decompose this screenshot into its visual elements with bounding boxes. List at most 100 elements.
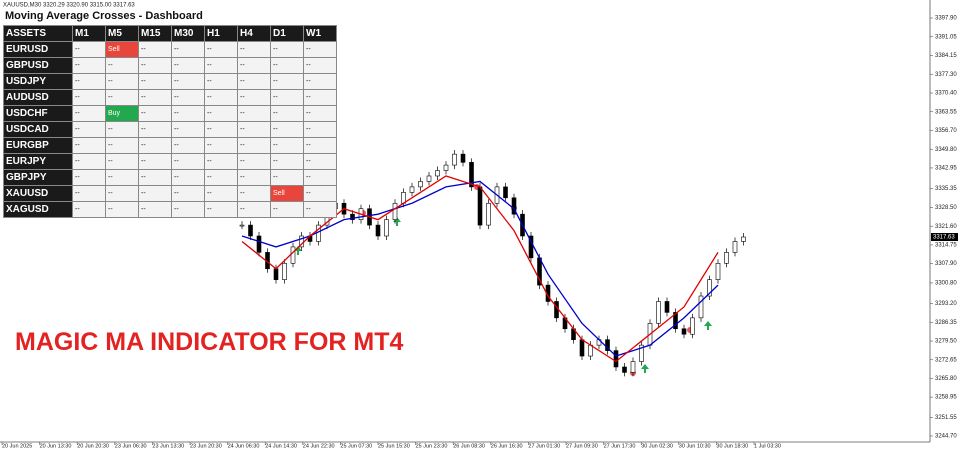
signal-cell: -- bbox=[105, 185, 139, 202]
signal-cell: -- bbox=[72, 41, 106, 58]
y-tick-label: 3258.95 bbox=[935, 395, 957, 401]
candle bbox=[503, 186, 508, 199]
candle bbox=[452, 153, 457, 166]
column-header: H1 bbox=[204, 25, 238, 42]
current-price-label: 3317.63 bbox=[933, 235, 955, 241]
asset-row: AUDUSD -- -- -- -- -- -- -- -- bbox=[3, 89, 337, 106]
candle bbox=[409, 186, 415, 193]
x-tick-label: 1 Jul 03:30 bbox=[754, 443, 781, 449]
dashboard-title: Moving Average Crosses - Dashboard bbox=[5, 10, 203, 22]
asset-row: GBPJPY -- -- -- -- -- -- -- -- bbox=[3, 169, 337, 186]
asset-name: XAUUSD bbox=[3, 185, 73, 202]
asset-row: XAUUSD -- -- -- -- -- -- Sell -- bbox=[3, 185, 337, 202]
signal-cell: Sell bbox=[270, 185, 304, 202]
signal-cell: -- bbox=[72, 153, 106, 170]
candle bbox=[477, 186, 483, 226]
y-tick-label: 3335.35 bbox=[935, 186, 957, 192]
candle bbox=[622, 366, 627, 373]
signal-cell: -- bbox=[171, 105, 205, 122]
asset-row: USDCHF -- Buy -- -- -- -- -- -- bbox=[3, 105, 337, 122]
signal-cell: -- bbox=[303, 169, 337, 186]
y-tick-label: 3314.75 bbox=[935, 242, 957, 248]
candle bbox=[707, 279, 712, 297]
signal-cell: -- bbox=[270, 73, 304, 90]
candle bbox=[469, 162, 474, 188]
asset-name: EURGBP bbox=[3, 137, 73, 154]
signal-cell: -- bbox=[237, 137, 271, 154]
signal-cell: -- bbox=[72, 73, 106, 90]
x-tick-label: 26 Jun 16:30 bbox=[491, 443, 523, 449]
signal-cell: -- bbox=[72, 89, 106, 106]
slow-ma bbox=[241, 180, 719, 357]
signal-cell: -- bbox=[105, 89, 139, 106]
candle bbox=[639, 344, 644, 362]
y-tick-label: 3328.50 bbox=[935, 205, 957, 211]
signal-cell: -- bbox=[204, 73, 238, 90]
candle bbox=[273, 268, 279, 280]
signal-cell: -- bbox=[138, 89, 172, 106]
y-tick-label: 3286.35 bbox=[935, 320, 957, 326]
x-tick-label: 23 Jun 06:30 bbox=[115, 443, 147, 449]
signal-cell: -- bbox=[72, 121, 106, 138]
x-tick-label: 20 Jun 2025 bbox=[2, 443, 32, 449]
y-tick-label: 3293.20 bbox=[935, 301, 957, 307]
banner: MAGIC MA INDICATOR FOR MT4 bbox=[15, 328, 404, 356]
signal-cell: -- bbox=[237, 41, 271, 58]
column-header: W1 bbox=[303, 25, 337, 42]
signal-cell: -- bbox=[303, 105, 337, 122]
x-tick-label: 24 Jun 14:30 bbox=[265, 443, 297, 449]
candle bbox=[282, 262, 287, 280]
signal-cell: -- bbox=[270, 41, 304, 58]
signal-cell: -- bbox=[204, 153, 238, 170]
signal-cell: -- bbox=[171, 185, 205, 202]
asset-name: AUDUSD bbox=[3, 89, 73, 106]
y-tick-label: 3300.80 bbox=[935, 281, 957, 287]
candle bbox=[256, 235, 262, 253]
candle bbox=[664, 301, 670, 313]
y-tick-label: 3307.90 bbox=[935, 261, 957, 267]
candle bbox=[732, 241, 738, 253]
signal-cell: -- bbox=[204, 169, 238, 186]
signal-cell: -- bbox=[204, 57, 238, 74]
y-tick-label: 3370.40 bbox=[935, 91, 957, 97]
y-tick-label: 3251.55 bbox=[935, 415, 957, 421]
candle bbox=[350, 213, 355, 220]
y-tick-label: 3321.60 bbox=[935, 224, 957, 230]
signal-cell: -- bbox=[204, 105, 238, 122]
column-header: M5 bbox=[105, 25, 139, 42]
signal-cell: -- bbox=[303, 137, 337, 154]
signal-cell: -- bbox=[138, 73, 172, 90]
candle bbox=[486, 202, 491, 226]
signal-cell: -- bbox=[303, 89, 337, 106]
dashboard-table: ASSETS M1 M5 M15 M30 H1 H4 D1 W1 EURUSD -- Sell -- --… bbox=[3, 25, 337, 218]
x-tick-label: 20 Jun 13:30 bbox=[40, 443, 72, 449]
signal-cell: -- bbox=[237, 153, 271, 170]
candle bbox=[690, 317, 695, 335]
x-tick-label: 30 Jun 10:30 bbox=[679, 443, 711, 449]
signal-cell: -- bbox=[171, 121, 205, 138]
signal-cell: -- bbox=[105, 73, 139, 90]
signal-cell: -- bbox=[171, 153, 205, 170]
candle bbox=[724, 252, 729, 264]
signal-cell: -- bbox=[303, 41, 337, 58]
signal-cell: -- bbox=[138, 185, 172, 202]
candle bbox=[290, 246, 296, 264]
x-tick-label: 27 Jun 09:30 bbox=[566, 443, 598, 449]
y-tick-label: 3391.05 bbox=[935, 34, 957, 40]
signal-cell: -- bbox=[72, 169, 106, 186]
signal-cell: -- bbox=[204, 89, 238, 106]
signal-cell: Sell bbox=[105, 41, 139, 58]
signal-cell: -- bbox=[204, 121, 238, 138]
signal-cell: -- bbox=[72, 201, 106, 218]
signal-cell: -- bbox=[138, 57, 172, 74]
candle bbox=[460, 153, 466, 163]
y-tick-label: 3363.55 bbox=[935, 109, 957, 115]
column-header: ASSETS bbox=[3, 25, 73, 42]
candle bbox=[715, 262, 721, 280]
y-tick-label: 3272.65 bbox=[935, 357, 957, 363]
asset-name: GBPUSD bbox=[3, 57, 73, 74]
signal-cell: -- bbox=[138, 105, 172, 122]
candle bbox=[613, 350, 619, 368]
signal-cell: -- bbox=[237, 169, 271, 186]
